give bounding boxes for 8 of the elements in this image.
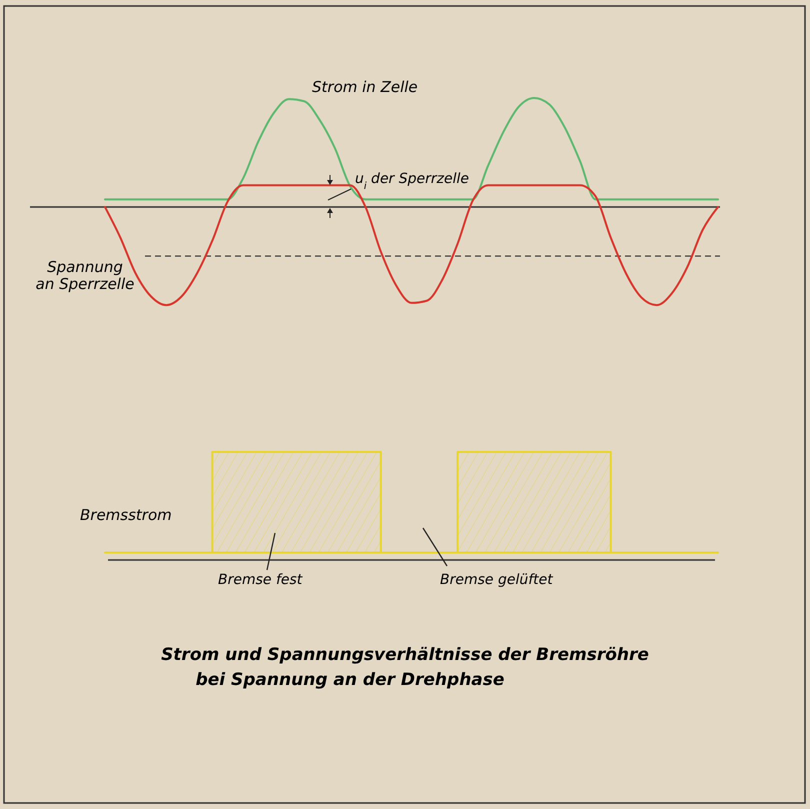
- text: Bremse fest: [218, 572, 303, 588]
- series-label: Strom in Zelle: [312, 78, 418, 96]
- text: bei Spannung an der Drehphase: [196, 670, 504, 690]
- series-label: Spannung an Sperrzelle: [36, 258, 134, 293]
- series-label: Bremsstrom: [80, 506, 172, 524]
- annotation: u$_{i}$ der Sperrzelle: [355, 171, 470, 192]
- text: Bremse gelüftet: [440, 572, 554, 588]
- text: Strom und Spannungsverhältnisse der Bremsröhre: [161, 645, 649, 665]
